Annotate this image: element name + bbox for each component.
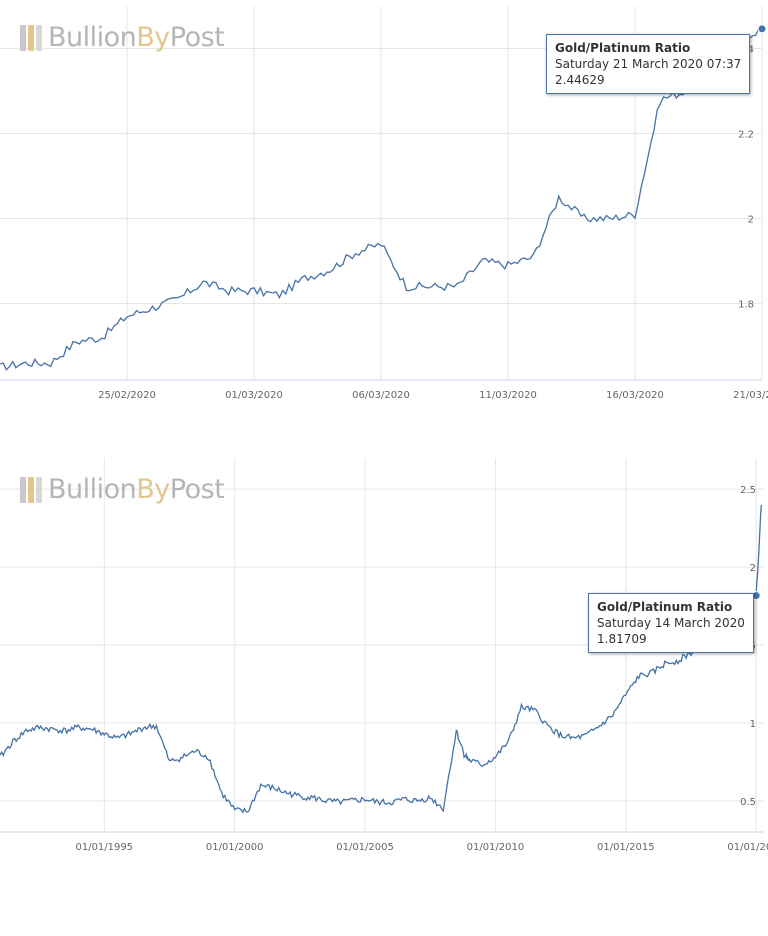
x-tick-label: 06/03/2020 xyxy=(352,390,410,401)
y-tick-label: 2.5 xyxy=(740,485,756,496)
long-term-chart[interactable]: 01/01/1995 01/01/2000 01/01/2005 01/01/2010… xyxy=(0,452,768,872)
logo-bar-grey-2 xyxy=(36,476,42,503)
tooltip-short-term: Gold/Platinum Ratio Saturday 21 March 20… xyxy=(546,34,751,94)
logo-bar-grey xyxy=(20,24,26,51)
logo-bar-gold xyxy=(28,476,34,503)
series-line xyxy=(0,504,763,814)
logo-text-post: Post xyxy=(169,474,225,505)
logo-bar-grey-2 xyxy=(36,24,42,51)
y-tick-label: 2 xyxy=(750,563,756,574)
y-tick-label: 1.8 xyxy=(738,300,754,311)
bullionbypost-logo: Bullion By Post xyxy=(20,22,225,53)
x-tick-label: 01/01/2020 xyxy=(727,842,768,853)
x-tick-label: 25/02/2020 xyxy=(98,390,156,401)
x-tick-label: 01/01/2010 xyxy=(467,842,525,853)
tooltip-long-term: Gold/Platinum Ratio Saturday 14 March 20… xyxy=(588,593,754,653)
logo-bar-grey xyxy=(20,476,26,503)
x-tick-label: 01/01/2000 xyxy=(206,842,264,853)
series-line xyxy=(0,28,763,371)
x-tick-label: 16/03/2020 xyxy=(606,390,664,401)
tooltip-series-name: Gold/Platinum Ratio xyxy=(597,600,733,614)
logo-text-by: By xyxy=(136,22,170,53)
tooltip-date: Saturday 14 March 2020 xyxy=(597,616,745,630)
x-tick-label: 01/01/2005 xyxy=(336,842,394,853)
x-tick-label: 01/01/2015 xyxy=(597,842,655,853)
y-tick-label: 0.5 xyxy=(740,797,756,808)
short-term-chart-panel: 25/02/2020 01/03/2020 06/03/2020 11/03/2020… xyxy=(0,0,768,420)
tooltip-value: 1.81709 xyxy=(597,632,647,646)
bullionbypost-logo-2: Bullion By Post xyxy=(20,474,225,505)
logo-text-post: Post xyxy=(169,22,225,53)
logo-text-bullion: Bullion xyxy=(48,22,137,53)
y-tick-label: 1 xyxy=(750,719,756,730)
logo-bars-icon-2 xyxy=(20,476,42,503)
hover-marker xyxy=(757,24,767,34)
y-tick-label: 2 xyxy=(748,215,754,226)
logo-bar-gold xyxy=(28,24,34,51)
x-tick-label: 21/03/2020 xyxy=(733,390,768,401)
logo-bars-icon xyxy=(20,24,42,51)
x-tick-label: 01/01/1995 xyxy=(75,842,133,853)
x-tick-label: 01/03/2020 xyxy=(225,390,283,401)
tooltip-series-name: Gold/Platinum Ratio xyxy=(555,41,691,55)
y-tick-label: 2.2 xyxy=(738,130,754,141)
tooltip-value: 2.44629 xyxy=(555,73,605,87)
logo-text-by: By xyxy=(136,474,170,505)
long-term-chart-panel: 01/01/1995 01/01/2000 01/01/2005 01/01/2010… xyxy=(0,452,768,872)
tooltip-date: Saturday 21 March 2020 07:37 xyxy=(555,57,742,71)
x-tick-label: 11/03/2020 xyxy=(479,390,537,401)
logo-text-bullion: Bullion xyxy=(48,474,137,505)
